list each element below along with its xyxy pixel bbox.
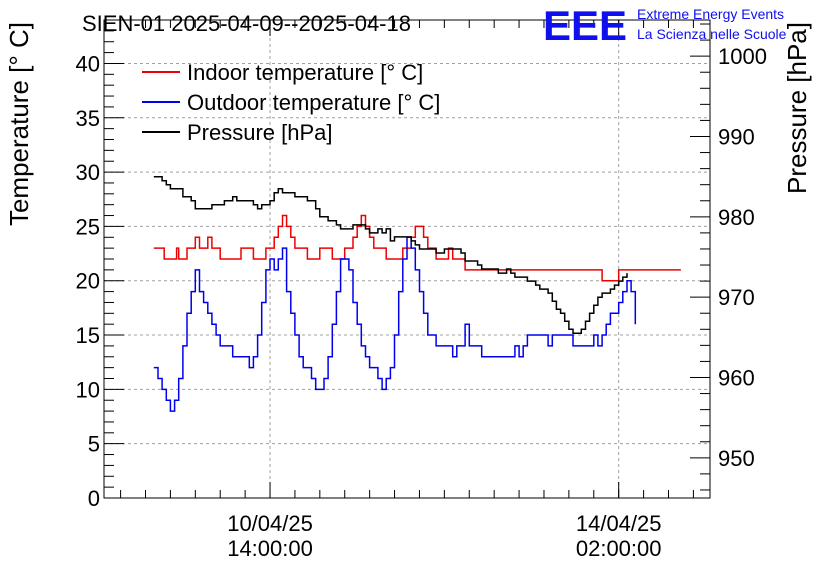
y-left-tick-label-30: 30 — [76, 160, 100, 185]
legend-label-indoor: Indoor temperature [° C] — [187, 60, 423, 85]
y-left-tick-label-15: 15 — [76, 323, 100, 348]
eee-logo-line1: Extreme Energy Events — [637, 6, 784, 22]
y-right-tick-label-960: 960 — [718, 365, 755, 390]
series-line-pressure — [153, 175, 628, 335]
y-left-tick-label-10: 10 — [76, 377, 100, 402]
x-tick-label-date-1: 14/04/25 — [576, 511, 662, 536]
y-right-tick-label-1000: 1000 — [718, 44, 767, 69]
y-left-tick-label-25: 25 — [76, 214, 100, 239]
series-line-outdoor — [153, 236, 637, 412]
y-left-tick-label-5: 5 — [88, 432, 100, 457]
y-right-tick-label-990: 990 — [718, 124, 755, 149]
series-layer — [153, 175, 681, 412]
eee-logo-mark: EEE — [543, 2, 627, 49]
legend-label-pressure: Pressure [hPa] — [187, 120, 333, 145]
y-left-label: Temperature [° C] — [4, 22, 34, 226]
x-tick-label-time-1: 02:00:00 — [576, 536, 662, 561]
x-tick-label-time-0: 14:00:00 — [227, 536, 313, 561]
eee-logo-line2: La Scienza nelle Scuole — [637, 26, 787, 42]
y-right-tick-label-950: 950 — [718, 446, 755, 471]
y-left-tick-label-20: 20 — [76, 269, 100, 294]
y-right-tick-label-980: 980 — [718, 205, 755, 230]
legend-label-outdoor: Outdoor temperature [° C] — [187, 90, 440, 115]
y-left-tick-label-40: 40 — [76, 51, 100, 76]
eee-logo: EEE Extreme Energy Events La Scienza nel… — [543, 2, 787, 49]
series-line-indoor — [153, 214, 681, 282]
y-right-tick-label-970: 970 — [718, 285, 755, 310]
x-tick-label-date-0: 10/04/25 — [227, 511, 313, 536]
chart-title: SIEN-01 2025-04-09--2025-04-18 — [82, 11, 411, 36]
y-right-label: Pressure [hPa] — [782, 22, 812, 194]
axes-layer: 0 5 10 15 20 25 30 35 40 950 960 970 980 990 1000 10/04… — [76, 19, 767, 561]
legend: Indoor temperature [° C] Outdoor tempera… — [142, 60, 440, 145]
y-left-tick-label-35: 35 — [76, 106, 100, 131]
y-left-tick-label-0: 0 — [88, 486, 100, 511]
